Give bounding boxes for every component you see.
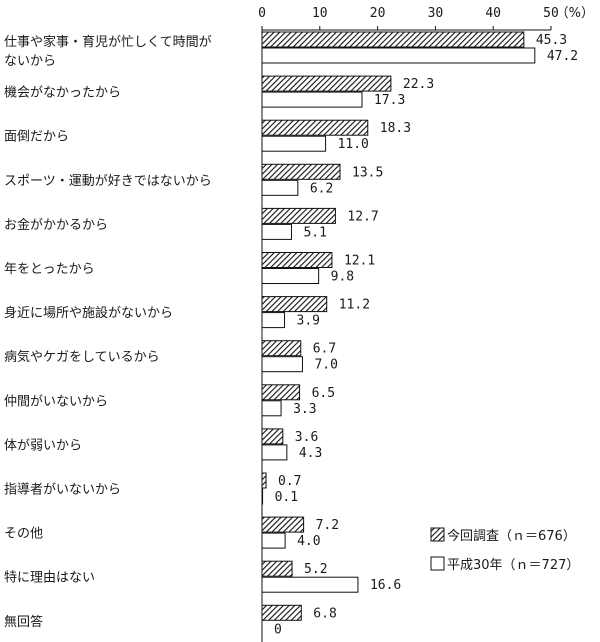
bar-current-survey [261,384,301,401]
bar-current-survey [261,340,302,357]
category-label: ないから [4,54,56,69]
bar-h30 [261,268,320,284]
value-label: 0.1 [275,490,298,505]
bar-current-survey [261,296,328,313]
bar-current-survey [261,604,302,621]
bar-h30 [261,179,299,196]
value-label: 4.0 [297,534,320,549]
bar-current-survey [261,252,333,268]
bar-current-survey [261,75,392,92]
x-axis: 0 10 20 30 40 50（%） [258,6,594,642]
x-tick-label: 10 [312,6,328,21]
category-label: その他 [4,527,43,542]
category-label: お金がかかるから [4,217,108,233]
value-label: 11.2 [339,298,370,313]
bar-h30 [261,91,363,108]
value-label: 0.7 [278,474,301,489]
category-label: スポーツ・運動が好きではないから [4,174,212,189]
x-tick-label: 50 [543,6,559,21]
value-label: 13.5 [352,165,383,180]
value-label: 22.3 [403,77,434,92]
category-labels: 仕事や家事・育児が忙しくて時間がないから機会がなかったから面倒だからスポーツ・運… [4,34,212,630]
category-label: 指導者がいないから [4,483,121,498]
bar-h30 [261,47,536,64]
value-label: 0 [274,622,282,637]
legend-swatch [430,556,445,571]
legend-label: 今回調査（ｎ＝676） [447,528,576,544]
unit-label: （%） [556,6,594,21]
value-label: 3.3 [293,402,316,417]
bar-current-survey [261,207,336,224]
value-label: 6.7 [313,342,336,357]
category-label: 病気やケガをしているから [4,349,160,365]
legend-label: 平成30年（ｎ＝727） [447,558,579,573]
x-tick-label: 40 [485,6,501,21]
bar-current-survey [261,119,369,136]
value-label: 4.3 [299,446,322,461]
value-label: 17.3 [374,93,405,108]
bar-current-survey [261,163,341,180]
value-label: 18.3 [380,121,411,136]
bar-current-survey [261,516,305,533]
bar-h30 [261,532,286,549]
legend: 今回調査（ｎ＝676） 平成30年（ｎ＝727） [430,527,579,573]
bar-h30 [261,356,303,373]
bar-h30 [261,400,282,417]
category-label: 年をとったから [4,262,95,277]
bar-h30 [261,312,286,329]
value-label: 12.7 [347,209,378,224]
category-label: 無回答 [4,614,43,630]
value-label: 3.9 [297,314,320,329]
bar-h30 [261,223,292,240]
bar-h30 [261,135,327,152]
category-label: 身近に場所や施設がないから [4,305,173,321]
value-label: 45.3 [536,33,567,48]
category-label: 機会がなかったから [4,86,121,101]
bar-current-survey [261,560,293,577]
category-label: 面倒だから [4,130,69,145]
category-label: 仕事や家事・育児が忙しくて時間が [4,34,212,50]
bar-current-survey [261,472,267,489]
value-label: 16.6 [370,578,401,593]
bars [261,31,536,621]
value-label: 6.2 [310,181,333,196]
x-tick-label: 0 [258,6,266,21]
x-tick-label: 20 [370,6,386,21]
bar-h30 [261,444,288,461]
legend-swatch [430,527,445,542]
value-label: 6.8 [313,606,336,621]
value-label: 5.2 [304,562,327,577]
value-label: 7.0 [314,358,337,373]
category-label: 特に理由はない [4,571,95,586]
category-label: 体が弱いから [4,438,82,453]
value-label: 12.1 [344,254,375,269]
value-label: 5.1 [303,225,326,240]
category-label: 仲間がいないから [4,394,108,409]
bar-current-survey [261,31,525,48]
value-label: 9.8 [331,270,354,285]
bar-h30 [261,488,264,505]
value-label: 3.6 [295,430,318,445]
bar-h30 [261,576,359,593]
value-label: 11.0 [338,137,369,152]
value-label: 6.5 [312,386,335,401]
x-tick-label: 30 [428,6,444,21]
value-labels: 45.347.2 22.317.3 18.3 11.0 13.5 6.2 12.7 5.1 12… [274,33,578,637]
bar-current-survey [261,428,284,445]
value-label: 7.2 [316,518,339,533]
value-label: 47.2 [547,49,578,64]
